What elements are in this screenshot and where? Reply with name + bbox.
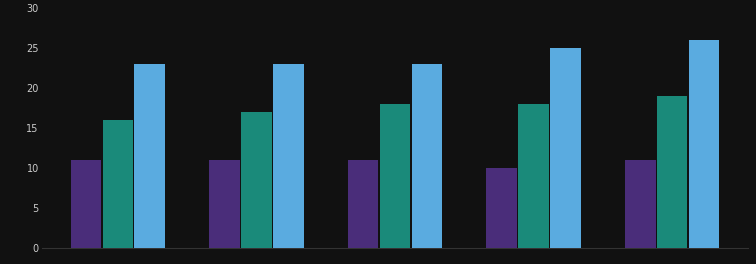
Bar bbox=[625, 160, 655, 248]
Bar bbox=[411, 64, 442, 248]
Bar bbox=[241, 112, 271, 248]
Bar bbox=[71, 160, 101, 248]
Bar bbox=[103, 120, 133, 248]
Bar bbox=[380, 104, 411, 248]
Bar bbox=[689, 40, 720, 248]
Bar bbox=[550, 48, 581, 248]
Bar bbox=[487, 168, 517, 248]
Bar bbox=[657, 96, 687, 248]
Bar bbox=[348, 160, 378, 248]
Bar bbox=[135, 64, 165, 248]
Bar bbox=[273, 64, 303, 248]
Bar bbox=[209, 160, 240, 248]
Bar bbox=[519, 104, 549, 248]
